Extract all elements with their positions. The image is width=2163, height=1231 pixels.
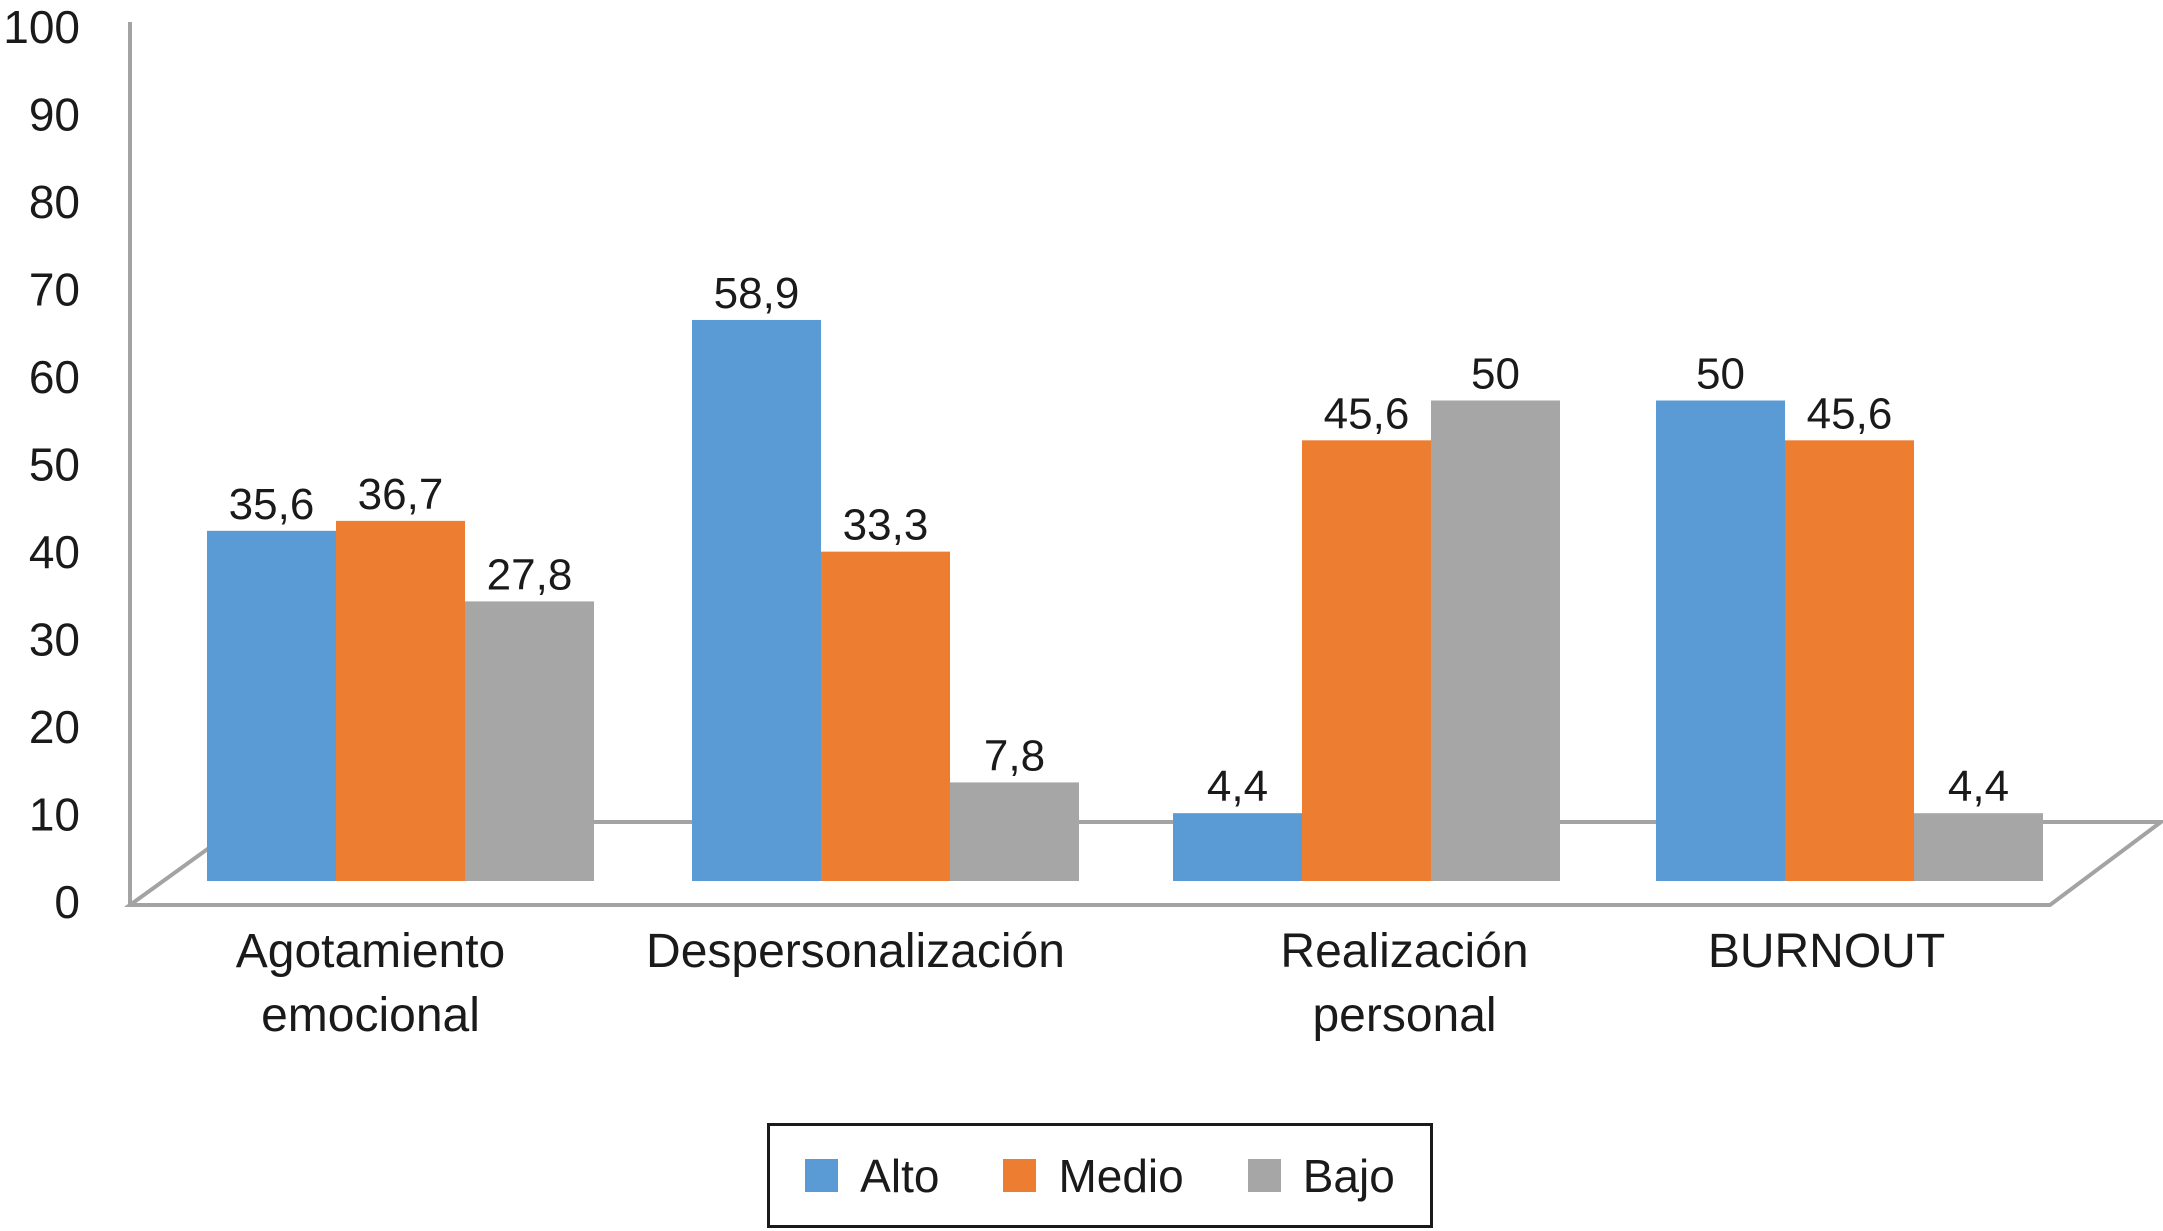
- y-axis-tick-label: 60: [29, 351, 80, 403]
- value-label: 50: [1696, 350, 1745, 399]
- legend-swatch-bajo-icon: [1247, 1159, 1281, 1192]
- y-axis-tick-label: 10: [29, 789, 80, 841]
- value-label: 4,4: [1948, 762, 2009, 811]
- value-label: 45,6: [1807, 389, 1893, 438]
- y-axis-tick-label: 30: [29, 614, 80, 666]
- legend-item-medio: Medio: [1003, 1149, 1184, 1202]
- value-label: 4,4: [1207, 762, 1268, 811]
- value-label: 45,6: [1324, 389, 1410, 438]
- category-label: emocional: [261, 989, 480, 1042]
- value-label: 50: [1471, 350, 1520, 399]
- y-axis-tick-label: 40: [29, 526, 80, 578]
- bar-alto-2: [692, 319, 821, 882]
- bar-bajo-1: [465, 601, 594, 881]
- legend-label-medio: Medio: [1058, 1149, 1184, 1202]
- value-label: 27,8: [487, 550, 573, 599]
- bar-bajo-3: [1431, 400, 1560, 881]
- legend-swatch-alto-icon: [805, 1159, 839, 1192]
- legend: Alto Medio Bajo: [767, 1123, 1433, 1228]
- value-label: 58,9: [714, 269, 800, 318]
- value-label: 36,7: [358, 470, 444, 519]
- bar-medio-1: [336, 520, 465, 881]
- y-axis-tick-label: 100: [3, 1, 80, 53]
- bar-medio-2: [821, 551, 950, 881]
- category-label: BURNOUT: [1708, 925, 1945, 978]
- value-label: 35,6: [229, 480, 315, 529]
- y-axis-tick-label: 0: [54, 876, 80, 928]
- floor-plane: [123, 820, 2163, 907]
- bar-medio-3: [1302, 440, 1431, 881]
- category-label: Despersonalización: [646, 925, 1065, 978]
- category-label: personal: [1312, 989, 1496, 1042]
- y-axis-tick-label: 20: [29, 701, 80, 753]
- legend-label-alto: Alto: [860, 1149, 940, 1202]
- y-axis-tick-label: 70: [29, 264, 80, 316]
- bar-alto-3: [1173, 813, 1302, 881]
- y-axis-tick-label: 90: [29, 89, 80, 141]
- bar-medio-4: [1785, 440, 1914, 881]
- bar-bajo-2: [950, 782, 1079, 881]
- category-label: Agotamiento: [236, 925, 506, 978]
- bar-alto-4: [1656, 400, 1785, 881]
- y-axis-tick-label: 50: [29, 439, 80, 491]
- y-axis-tick-label: 80: [29, 176, 80, 228]
- value-label: 7,8: [984, 731, 1045, 780]
- legend-label-bajo: Bajo: [1302, 1149, 1395, 1202]
- legend-swatch-medio-icon: [1003, 1159, 1037, 1192]
- legend-item-bajo: Bajo: [1247, 1149, 1395, 1202]
- bar-bajo-4: [1914, 813, 2043, 881]
- category-label: Realización: [1280, 925, 1528, 978]
- legend-item-alto: Alto: [805, 1153, 939, 1199]
- value-label: 33,3: [843, 501, 929, 550]
- bar-alto-1: [207, 530, 336, 881]
